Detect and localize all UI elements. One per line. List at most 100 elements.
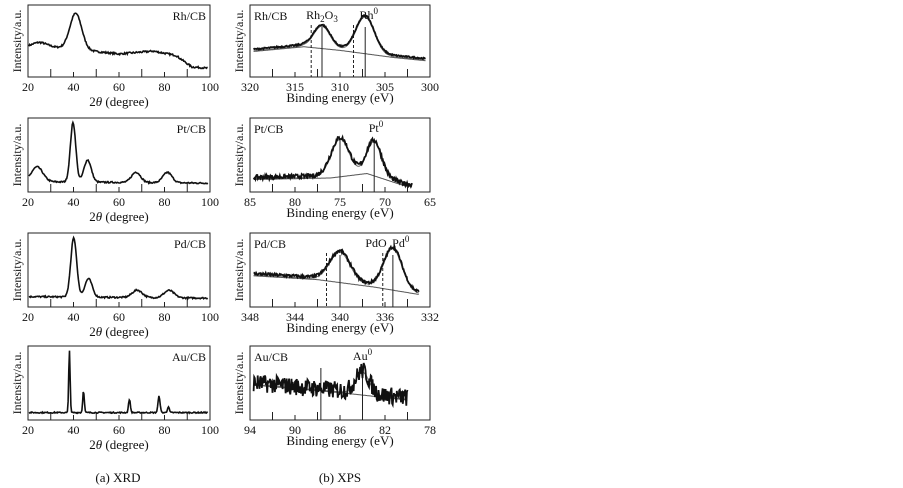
y-axis-label: Intensity/a.u. [232,239,246,302]
x-tick-label: 315 [286,80,304,94]
x-tick-label: 80 [159,195,171,209]
x-tick-label: 94 [244,423,256,437]
x-tick-label: 80 [159,423,171,437]
x-tick-label: 305 [376,80,394,94]
data-series [28,350,209,415]
annotation-text: Pt [369,121,380,135]
data-series [252,14,426,61]
panel-title: Rh/CB [254,9,287,23]
peak-annotation: Au0 [353,347,373,363]
annotation-sub: 3 [333,14,338,24]
y-axis-label: Intensity/a.u. [232,352,246,415]
annotation-mid: O [325,8,334,22]
x-tick-label: 60 [113,80,125,94]
data-series [28,12,208,70]
x-label-suffix: (degree) [102,94,149,109]
x-label-symbol: θ [96,324,103,339]
x-axis-label: Binding energy (eV) [286,205,393,220]
x-tick-label: 20 [22,80,34,94]
x-axis-label: Binding energy (eV) [286,433,393,448]
x-tick-label: 85 [244,195,256,209]
x-axis-label: Binding energy (eV) [286,90,393,105]
x-tick-label: 310 [331,80,349,94]
x-tick-label: 60 [113,310,125,324]
x-label-suffix: (degree) [102,437,149,452]
x-label-prefix: 2 [89,94,96,109]
x-axis-label: 2θ (degree) [89,94,148,109]
fit-curve [253,248,419,294]
x-tick-label: 40 [68,195,80,209]
x-tick-label: 80 [159,80,171,94]
x-tick-label: 82 [379,423,391,437]
x-tick-label: 100 [201,423,219,437]
x-axis-label: 2θ (degree) [89,324,148,339]
x-tick-label: 100 [201,80,219,94]
x-tick-label: 300 [421,80,439,94]
x-tick-label: 320 [241,80,259,94]
panel-title: Pt/CB [254,122,283,136]
x-tick-label: 75 [334,195,346,209]
fit-curve [253,16,426,61]
x-tick-label: 340 [331,310,349,324]
panel-title: Au/CB [254,350,288,364]
y-axis-label: Intensity/a.u. [232,124,246,187]
caption-xps: (b) XPS [319,470,361,485]
panel-title: Pt/CB [177,122,206,136]
x-tick-label: 80 [159,310,171,324]
annotation-sup: 0 [379,119,384,129]
x-tick-label: 20 [22,423,34,437]
x-label-suffix: (degree) [102,324,149,339]
x-tick-label: 40 [68,310,80,324]
peak-annotation: Rh2O3 [306,8,338,24]
x-tick-label: 86 [334,423,346,437]
data-series [28,235,209,301]
x-tick-label: 344 [286,310,304,324]
panel-xrd-rh-cb: Rh/CB Intensity/a.u. 20 40 60 80 100 2θ (degree… [10,4,219,109]
caption-xrd: (a) XRD [95,470,140,485]
annotation-sub: 2 [320,14,325,24]
x-axis-label: 2θ (degree) [89,437,148,452]
x-tick-label: 60 [113,423,125,437]
x-axis-label: 2θ (degree) [89,209,148,224]
x-tick-label: 336 [376,310,394,324]
x-tick-label: 65 [424,195,436,209]
data-series [252,134,413,189]
x-tick-label: 332 [421,310,439,324]
panel-title: Pd/CB [174,237,206,251]
panel-title: Rh/CB [173,9,206,23]
panel-xps-pt-cb: Pt/CB Intensity/a.u. 85 80 75 70 65 Binding ene… [232,117,436,220]
x-tick-label: 90 [289,423,301,437]
panel-xrd-pt-cb: Pt/CB Intensity/a.u. 20 40 60 80 100 2θ (degree… [10,117,219,224]
annotation-sup: 0 [405,234,410,244]
data-series [252,362,409,409]
x-tick-label: 70 [379,195,391,209]
y-axis-label: Intensity/a.u. [10,352,24,415]
baseline-curve [253,46,426,62]
x-tick-label: 80 [289,195,301,209]
x-label-symbol: θ [96,437,103,452]
baseline-curve [253,172,413,188]
x-label-symbol: θ [96,209,103,224]
x-tick-label: 40 [68,80,80,94]
peak-annotation: PdO [365,236,387,250]
annotation-text: PdO [365,236,387,250]
x-tick-label: 40 [68,423,80,437]
panel-title: Au/CB [172,350,206,364]
annotation-sup: 0 [368,347,373,357]
y-axis-label: Intensity/a.u. [10,124,24,187]
panel-xps-pd-cb: Pd/CB Intensity/a.u. 348 344 340 336 332 Bindin… [232,232,439,335]
x-label-prefix: 2 [89,437,96,452]
annotation-text: Au [353,349,368,363]
data-series [253,243,420,294]
y-axis-label: Intensity/a.u. [10,239,24,302]
y-axis-label: Intensity/a.u. [232,10,246,73]
x-tick-label: 20 [22,195,34,209]
annotation-sup: 0 [374,6,379,16]
x-label-prefix: 2 [89,324,96,339]
x-label-symbol: θ [96,94,103,109]
baseline-curve [253,275,419,295]
data-series [28,120,209,185]
x-tick-label: 100 [201,195,219,209]
